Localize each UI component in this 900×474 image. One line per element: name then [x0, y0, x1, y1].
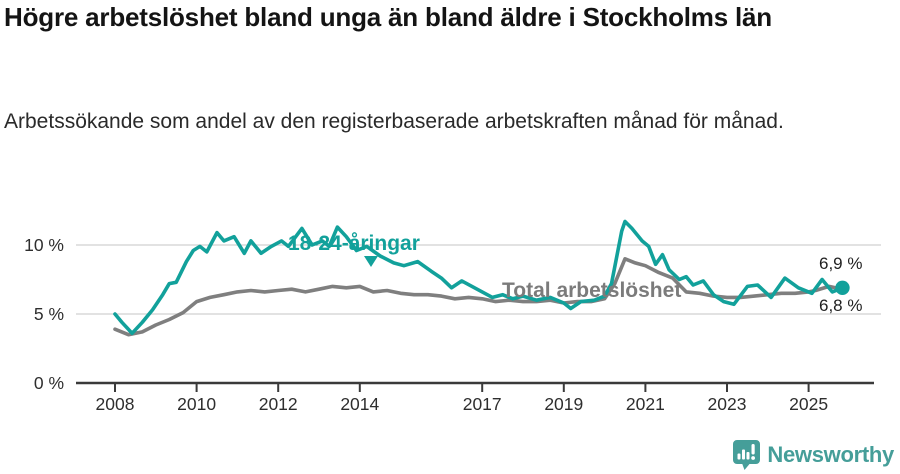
x-tick-label: 2010 — [177, 394, 216, 414]
x-tick-label: 2014 — [340, 394, 379, 414]
x-tick-label: 2012 — [259, 394, 298, 414]
y-tick-label: 0 % — [34, 373, 64, 393]
down-arrow-icon — [364, 256, 378, 267]
series-label-total: Total arbetslöshet — [502, 279, 682, 302]
x-axis: 2008 2010 2012 2014 2017 2019 2021 2023 2025 — [76, 381, 874, 414]
chart-subtitle: Arbetssökande som andel av den registerb… — [4, 110, 784, 133]
newsworthy-logo: Newsworthy — [733, 440, 894, 470]
x-tick-label: 2019 — [544, 394, 583, 414]
end-value-label-youth: 6,9 % — [819, 254, 863, 273]
x-tick-label: 2023 — [708, 394, 747, 414]
series-lines — [113, 219, 845, 337]
x-tick-label: 2021 — [626, 394, 665, 414]
brand-name: Newsworthy — [767, 442, 894, 467]
end-value-label-total: 6,8 % — [819, 296, 863, 315]
y-tick-label: 5 % — [34, 304, 64, 324]
series-line-0 — [113, 219, 845, 336]
gridlines: 0 % 5 % 10 % — [24, 235, 881, 393]
chart-decorations — [364, 256, 850, 295]
chart-title: Högre arbetslöshet bland unga än bland ä… — [4, 2, 772, 32]
x-tick-label: 2008 — [96, 394, 135, 414]
x-tick-label: 2017 — [463, 394, 502, 414]
newsworthy-pin-icon — [733, 440, 761, 470]
series-end-dot — [835, 280, 850, 295]
x-tick-label: 2025 — [789, 394, 828, 414]
series-line-1 — [113, 256, 845, 337]
y-tick-label: 10 % — [24, 235, 64, 255]
series-label-youth: 18-24-åringar — [288, 232, 420, 255]
